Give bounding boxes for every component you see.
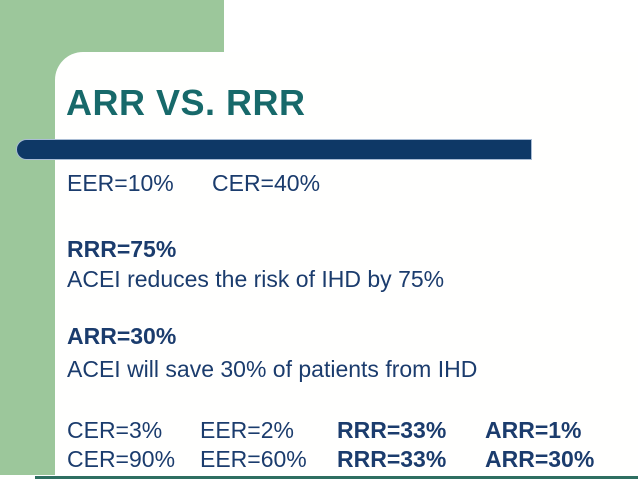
rates-line: EER=10% CER=40%: [67, 170, 320, 197]
rrr-cell: RRR=33%: [337, 446, 447, 472]
cer-cell: CER=90%: [67, 446, 176, 472]
rrr-cell: RRR=33%: [337, 417, 447, 443]
eer-value: EER=10%: [67, 170, 174, 196]
comparison-row: CER=90% EER=60% RRR=33% ARR=30%: [67, 446, 627, 476]
arr-heading: ARR=30%: [67, 323, 177, 349]
arr-cell: ARR=30%: [485, 446, 595, 472]
bottom-edge-strip: [35, 476, 638, 479]
comparison-row: CER=3% EER=2% RRR=33% ARR=1%: [67, 417, 627, 447]
green-left-column: [0, 0, 55, 475]
title-divider-bar: [16, 139, 532, 160]
content-panel: [55, 52, 638, 479]
rrr-heading: RRR=75%: [67, 236, 177, 262]
cer-value: CER=40%: [212, 170, 321, 196]
arr-description: ACEI will save 30% of patients from IHD: [67, 356, 478, 382]
rrr-description: ACEI reduces the risk of IHD by 75%: [67, 266, 445, 292]
cer-cell: CER=3%: [67, 417, 163, 443]
arr-cell: ARR=1%: [485, 417, 582, 443]
eer-cell: EER=2%: [200, 417, 294, 443]
eer-cell: EER=60%: [200, 446, 307, 472]
slide-title: ARR VS. RRR: [66, 82, 306, 123]
